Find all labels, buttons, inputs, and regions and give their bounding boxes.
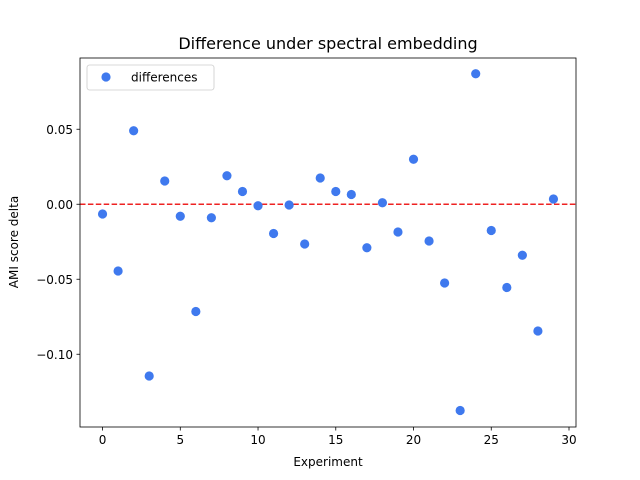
data-point (191, 306, 201, 317)
data-point (129, 126, 139, 136)
y-tick-label: 0.05 (46, 123, 73, 137)
data-point (222, 171, 232, 181)
legend-marker (101, 72, 111, 82)
data-point (408, 154, 419, 164)
x-tick-label: 10 (250, 433, 265, 447)
x-tick-label: 5 (176, 433, 184, 447)
y-axis-label: AMI score delta (7, 196, 21, 288)
data-point (331, 186, 341, 197)
legend-box (86, 64, 215, 91)
data-point (393, 227, 403, 237)
data-point (377, 198, 388, 208)
x-tick-label: 15 (328, 433, 343, 447)
data-point (97, 209, 108, 219)
chart-title: Difference under spectral embedding (178, 34, 477, 53)
data-point (502, 282, 512, 293)
data-point (517, 250, 527, 260)
data-point (471, 69, 481, 79)
data-point (440, 278, 450, 288)
data-point (424, 236, 434, 246)
data-point (455, 405, 465, 416)
data-point (362, 243, 372, 253)
legend-label: differences (131, 71, 198, 85)
y-tick-label: 0.00 (46, 198, 73, 212)
data-point (253, 201, 263, 211)
x-tick-label: 20 (406, 433, 421, 447)
x-axis-label: Experiment (293, 455, 363, 469)
data-point (346, 189, 356, 200)
data-point (315, 173, 325, 183)
y-tick-label: −0.05 (36, 273, 73, 287)
data-point (113, 266, 123, 276)
plot-area: 0 5 10 15 20 25 30 −0.10 −0.05 0.00 0.05 difference… (36, 57, 577, 447)
data-point (144, 371, 154, 381)
data-point (175, 211, 185, 221)
data-point (284, 200, 294, 210)
data-point (486, 225, 496, 236)
x-tick-label: 0 (99, 433, 107, 447)
x-tick-label: 25 (484, 433, 499, 447)
data-point (300, 239, 310, 249)
data-point (160, 176, 170, 186)
data-point (533, 326, 543, 336)
axes-frame (79, 57, 577, 428)
y-tick-label: −0.10 (36, 348, 73, 362)
data-point (268, 228, 279, 239)
data-point (206, 213, 216, 223)
data-point (548, 194, 559, 204)
data-point (237, 186, 248, 197)
x-tick-label: 30 (561, 433, 576, 447)
